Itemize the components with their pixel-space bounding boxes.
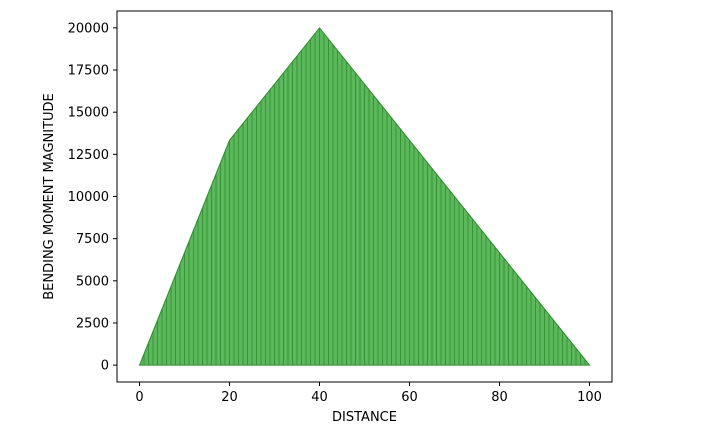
x-tick-label: 80 xyxy=(491,390,508,405)
area-hatch-lines xyxy=(143,27,586,366)
x-axis: 0 20 40 60 80 100 xyxy=(135,382,602,405)
y-tick-label: 5000 xyxy=(76,274,109,289)
x-tick-label: 40 xyxy=(311,390,328,405)
y-tick-label: 17500 xyxy=(68,64,109,79)
x-tick-label: 0 xyxy=(135,390,143,405)
y-tick-label: 10000 xyxy=(68,190,109,205)
x-tick-label: 60 xyxy=(401,390,418,405)
x-axis-label: DISTANCE xyxy=(332,410,397,425)
y-tick-label: 20000 xyxy=(68,21,109,36)
x-tick-label: 100 xyxy=(577,390,602,405)
x-tick-label: 20 xyxy=(221,390,238,405)
y-tick-label: 12500 xyxy=(68,148,109,163)
y-tick-label: 7500 xyxy=(76,232,109,247)
y-axis: 0 2500 5000 7500 10000 12500 15000 17500 20000 xyxy=(68,21,117,374)
y-axis-label: BENDING MOMENT MAGNITUDE xyxy=(42,93,57,300)
y-tick-label: 0 xyxy=(101,359,109,374)
y-tick-label: 2500 xyxy=(76,316,109,331)
y-tick-label: 15000 xyxy=(68,106,109,121)
